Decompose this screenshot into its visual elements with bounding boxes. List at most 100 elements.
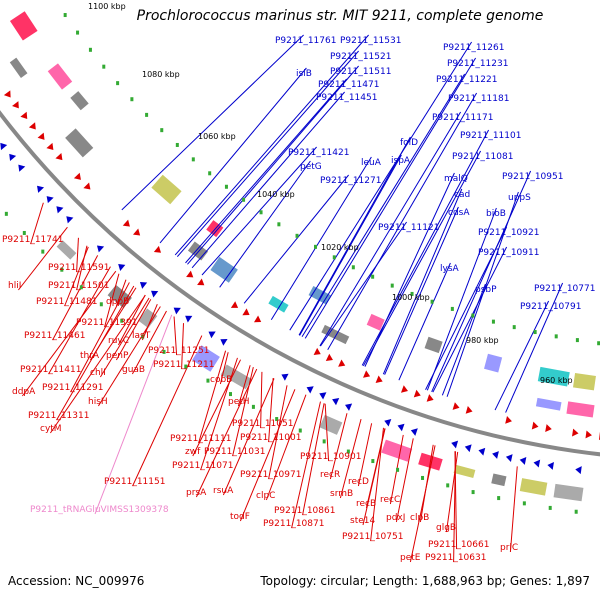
gene-arrow[interactable] <box>413 389 421 398</box>
gene-label[interactable]: P9211_tRNAGluVIMSS1309378 <box>30 505 169 515</box>
gene-arrow[interactable] <box>452 402 460 410</box>
gene-label[interactable]: P9211_10631 <box>425 553 486 563</box>
gene-label[interactable]: lasT <box>132 331 151 341</box>
gene-arrow[interactable] <box>37 132 45 140</box>
gene-label[interactable]: zwf <box>185 447 201 457</box>
gene-arrow[interactable] <box>20 111 28 119</box>
gene-label[interactable]: thrA <box>80 351 100 361</box>
gene-label[interactable]: chlI <box>90 368 106 378</box>
gene-label[interactable]: P9211_11211 <box>153 360 214 370</box>
gene-arrow[interactable] <box>253 315 262 323</box>
gene-label[interactable]: ruvC <box>108 336 129 346</box>
gene-label[interactable]: leuA <box>361 158 382 168</box>
gene-arrow[interactable] <box>281 373 289 381</box>
gene-arrow[interactable] <box>73 172 81 180</box>
gene-arrow[interactable] <box>306 386 314 394</box>
gene-arrow[interactable] <box>3 90 11 98</box>
gene-label[interactable]: P9211_11101 <box>460 131 521 141</box>
gene-arrow[interactable] <box>545 424 552 433</box>
gene-label[interactable]: cad <box>454 190 470 200</box>
gene-arrow[interactable] <box>464 444 472 453</box>
gene-label[interactable]: P9211_11411 <box>20 365 81 375</box>
gene-label[interactable]: P9211_11311 <box>28 411 89 421</box>
gene-label[interactable]: P9211_11111 <box>170 434 231 444</box>
gene-label[interactable]: P9211_10901 <box>300 452 361 462</box>
gene-arrow[interactable] <box>338 359 346 367</box>
gene-label[interactable]: P9211_10971 <box>240 470 301 480</box>
gene-arrow[interactable] <box>313 347 321 356</box>
gene-label[interactable]: P9211_11591 <box>48 263 109 273</box>
gene-label[interactable]: P9211_11121 <box>378 223 439 233</box>
gene-arrow[interactable] <box>151 290 159 298</box>
gene-arrow[interactable] <box>96 245 105 253</box>
gene-arrow[interactable] <box>384 419 392 427</box>
gene-label[interactable]: P9211_11031 <box>204 447 265 457</box>
gene-label[interactable]: P9211_11291 <box>42 383 103 393</box>
gene-arrow[interactable] <box>37 185 45 193</box>
gene-arrow[interactable] <box>400 385 408 393</box>
gene-label[interactable]: P9211_10911 <box>478 248 539 258</box>
gene-label[interactable]: clpB <box>410 513 429 523</box>
gene-label[interactable]: psbP <box>475 285 497 295</box>
gene-arrow[interactable] <box>519 456 527 465</box>
gene-label[interactable]: folD <box>400 138 418 148</box>
gene-arrow[interactable] <box>363 370 371 378</box>
gene-label[interactable]: P9211_11481 <box>36 297 97 307</box>
gene-arrow[interactable] <box>28 122 36 130</box>
gene-label[interactable]: P9211_11501 <box>48 281 109 291</box>
gene-label[interactable]: P9211_11521 <box>330 52 391 62</box>
gene-arrow[interactable] <box>478 447 486 456</box>
gene-label[interactable]: cobB <box>210 375 232 385</box>
gene-arrow[interactable] <box>83 182 91 190</box>
gene-label[interactable]: dppB <box>106 297 129 307</box>
gene-arrow[interactable] <box>186 270 194 278</box>
gene-label[interactable]: P9211_10861 <box>274 506 335 516</box>
gene-label[interactable]: P9211_11761 <box>275 36 336 46</box>
gene-label[interactable]: prlC <box>500 543 518 553</box>
gene-label[interactable]: P9211_11181 <box>448 94 509 104</box>
gene-label[interactable]: P9211_11531 <box>340 36 401 46</box>
gene-label[interactable]: P9211_11391 <box>76 318 137 328</box>
gene-label[interactable]: prsA <box>186 488 207 498</box>
gene-arrow[interactable] <box>325 353 333 361</box>
gene-label[interactable]: recD <box>348 477 369 487</box>
gene-label[interactable]: P9211_11171 <box>432 113 493 123</box>
gene-arrow[interactable] <box>585 430 592 439</box>
gene-arrow[interactable] <box>12 101 19 109</box>
gene-arrow[interactable] <box>132 228 141 236</box>
gene-label[interactable]: P9211_10951 <box>502 172 563 182</box>
gene-arrow[interactable] <box>46 142 54 151</box>
gene-arrow[interactable] <box>46 196 54 204</box>
gene-label[interactable]: P9211_10921 <box>478 228 539 238</box>
gene-label[interactable]: malQ <box>444 174 468 184</box>
gene-arrow[interactable] <box>410 428 418 436</box>
gene-label[interactable]: P9211_10871 <box>263 519 324 529</box>
gene-arrow[interactable] <box>492 451 499 459</box>
gene-label[interactable]: P9211_11251 <box>148 346 209 356</box>
gene-label[interactable]: P9211_11741 <box>2 235 63 245</box>
gene-label[interactable]: P9211_11231 <box>447 59 508 69</box>
gene-label[interactable]: P9211_11421 <box>288 148 349 158</box>
gene-label[interactable]: recB <box>356 499 376 509</box>
gene-arrow[interactable] <box>122 219 130 227</box>
gene-arrow[interactable] <box>531 421 539 430</box>
gene-arrow[interactable] <box>185 315 193 323</box>
gene-label[interactable]: rsuA <box>213 486 234 496</box>
gene-arrow[interactable] <box>547 461 554 470</box>
gene-label[interactable]: P9211_11461 <box>24 331 85 341</box>
gene-label[interactable]: P9211_11261 <box>443 43 504 53</box>
gene-arrow[interactable] <box>451 440 459 449</box>
gene-arrow[interactable] <box>139 281 148 289</box>
gene-label[interactable]: P9211_11071 <box>172 461 233 471</box>
gene-arrow[interactable] <box>9 153 17 161</box>
gene-arrow[interactable] <box>375 375 383 383</box>
gene-label[interactable]: hisH <box>88 397 108 407</box>
gene-label[interactable]: guaB <box>122 365 145 375</box>
gene-arrow[interactable] <box>56 206 64 214</box>
gene-arrow[interactable] <box>153 245 162 253</box>
gene-arrow[interactable] <box>230 301 239 308</box>
gene-arrow[interactable] <box>242 308 250 316</box>
gene-label[interactable]: recC <box>380 495 400 505</box>
gene-arrow[interactable] <box>173 307 181 315</box>
gene-label[interactable]: hliI <box>8 281 21 291</box>
